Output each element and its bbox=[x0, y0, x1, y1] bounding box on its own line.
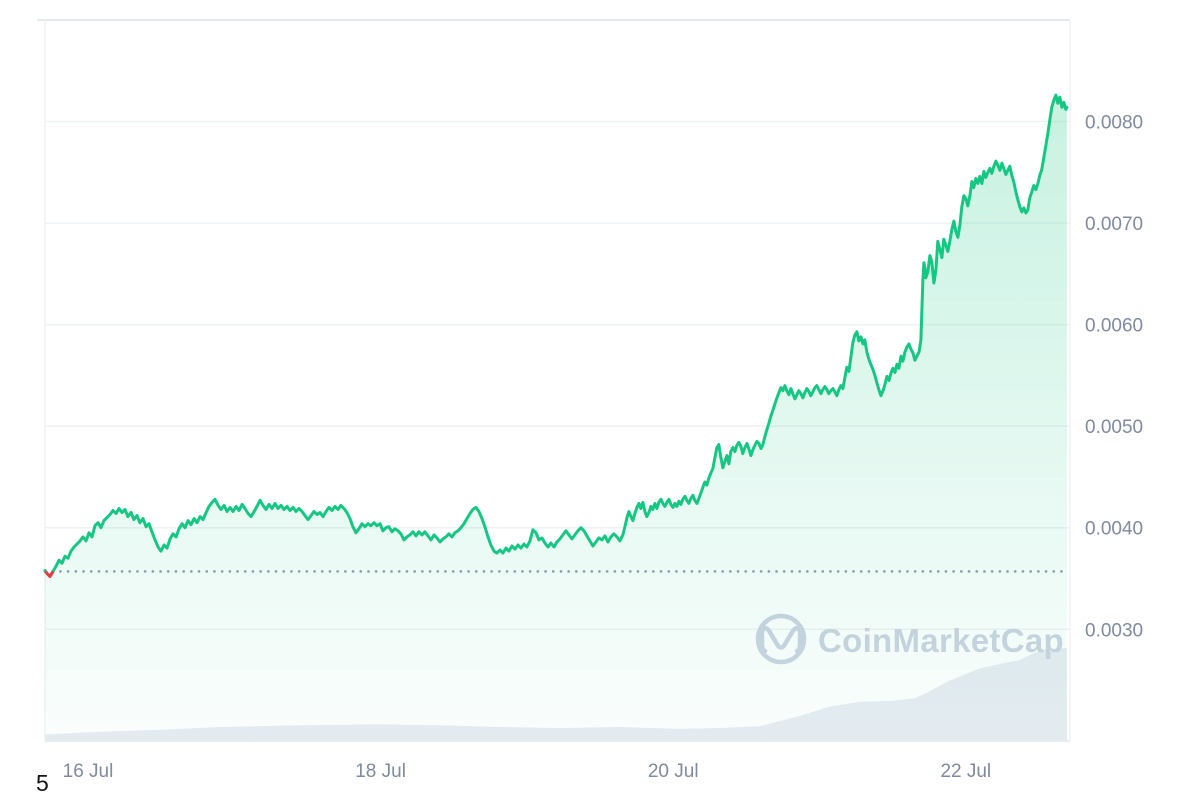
x-tick-label: 20 Jul bbox=[648, 761, 699, 782]
x-tick-label: 16 Jul bbox=[63, 761, 114, 782]
y-tick-label: 0.0030 bbox=[1085, 620, 1143, 641]
gradient-fill bbox=[45, 95, 1067, 742]
y-tick-label: 0.0070 bbox=[1085, 214, 1143, 235]
y-axis-labels: 0.0080 0.0070 0.0060 0.0050 0.0040 0.0030 bbox=[1085, 113, 1143, 642]
x-tick-label: 22 Jul bbox=[940, 761, 991, 782]
price-line-path bbox=[43, 93, 1069, 578]
y-tick-label: 0.0050 bbox=[1085, 417, 1143, 438]
price-fill-area bbox=[45, 95, 1067, 742]
y-tick-label: 0.0080 bbox=[1085, 113, 1143, 134]
x-axis-labels: 16 Jul 18 Jul 20 Jul 22 Jul bbox=[63, 761, 992, 782]
price-line[interactable] bbox=[43, 93, 1069, 578]
x-tick-label: 18 Jul bbox=[355, 761, 406, 782]
y-tick-label: 0.0060 bbox=[1085, 316, 1143, 337]
stray-label: 5 bbox=[36, 770, 49, 796]
y-tick-label: 0.0040 bbox=[1085, 519, 1143, 540]
